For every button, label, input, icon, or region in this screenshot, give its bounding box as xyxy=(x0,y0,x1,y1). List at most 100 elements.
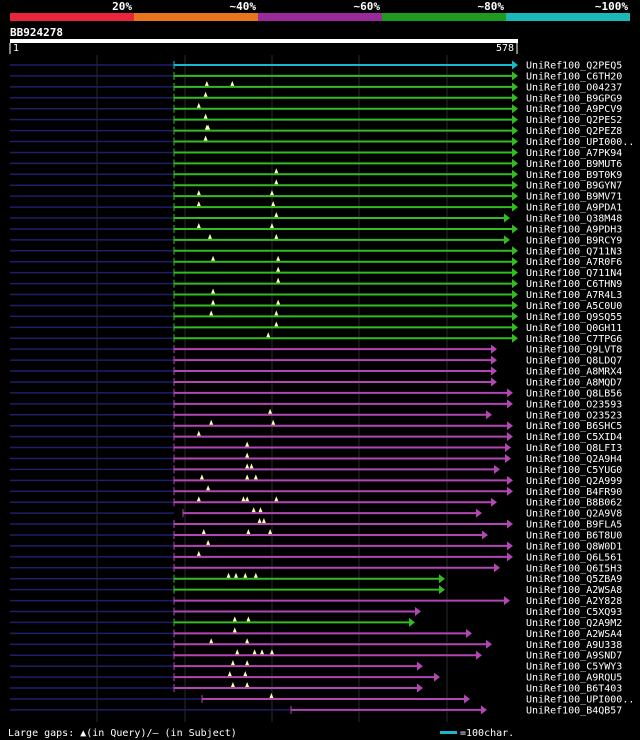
hit-label[interactable]: UniRef100_C5XID4 xyxy=(526,432,622,443)
hit-row[interactable]: UniRef100_Q2A9H4 xyxy=(10,452,622,465)
hit-row[interactable]: UniRef100_C6THN9 xyxy=(10,277,622,291)
hit-row[interactable]: UniRef100_B9T0K9 xyxy=(10,168,622,181)
hit-row[interactable]: UniRef100_B8B062 xyxy=(10,496,622,509)
hit-label[interactable]: UniRef100_A5C0U0 xyxy=(526,301,622,312)
hit-label[interactable]: UniRef100_B4QB57 xyxy=(526,705,622,716)
hit-label[interactable]: UniRef100_Q2A9V8 xyxy=(526,509,622,520)
hit-row[interactable]: UniRef100_Q2PEQ5 xyxy=(10,60,622,72)
hit-row[interactable]: UniRef100_B4FR90 xyxy=(10,485,622,498)
hit-row[interactable]: UniRef100_Q8W0D1 xyxy=(10,539,622,553)
hit-label[interactable]: UniRef100_C7TPG6 xyxy=(526,334,622,345)
hit-row[interactable]: UniRef100_Q6L561 xyxy=(10,550,622,564)
hit-label[interactable]: UniRef100_B9MV71 xyxy=(526,192,622,203)
hit-label[interactable]: UniRef100_Q2PEQ5 xyxy=(526,61,622,72)
hit-label[interactable]: UniRef100_Q9LVT8 xyxy=(526,345,622,356)
hit-label[interactable]: UniRef100_B9GYN7 xyxy=(526,181,622,192)
hit-label[interactable]: UniRef100_UPI000.. xyxy=(526,694,634,705)
hit-label[interactable]: UniRef100_B9FLA5 xyxy=(526,520,622,531)
hit-label[interactable]: UniRef100_B6SHC5 xyxy=(526,421,622,432)
hit-row[interactable]: UniRef100_UPI000.. xyxy=(10,135,634,149)
hit-label[interactable]: UniRef100_A2Y828 xyxy=(526,596,622,607)
hit-label[interactable]: UniRef100_Q9SQ55 xyxy=(526,312,622,323)
hit-row[interactable]: UniRef100_A8MQD7 xyxy=(10,377,622,388)
hit-row[interactable]: UniRef100_A9RQU5 xyxy=(10,671,622,684)
hit-label[interactable]: UniRef100_A7R0F6 xyxy=(526,257,622,268)
hit-label[interactable]: UniRef100_C5YWY3 xyxy=(526,662,622,673)
hit-row[interactable]: UniRef100_O23523 xyxy=(10,408,622,422)
hit-row[interactable]: UniRef100_B9MV71 xyxy=(10,190,622,203)
hit-row[interactable]: UniRef100_Q2PEZ8 xyxy=(10,124,622,138)
hit-row[interactable]: UniRef100_B6T8U0 xyxy=(10,528,622,542)
hit-row[interactable]: UniRef100_Q5ZBA9 xyxy=(10,572,622,586)
hit-label[interactable]: UniRef100_Q8W0D1 xyxy=(526,541,622,552)
hit-label[interactable]: UniRef100_Q8LB56 xyxy=(526,388,622,399)
hit-row[interactable]: UniRef100_B9GYN7 xyxy=(10,179,622,192)
hit-label[interactable]: UniRef100_O23523 xyxy=(526,410,622,421)
hit-label[interactable]: UniRef100_A2WSA4 xyxy=(526,629,622,640)
hit-label[interactable]: UniRef100_Q6L561 xyxy=(526,552,622,563)
hit-label[interactable]: UniRef100_Q2A999 xyxy=(526,476,622,487)
hit-row[interactable]: UniRef100_Q9LVT8 xyxy=(10,344,622,356)
hit-label[interactable]: UniRef100_Q0GH11 xyxy=(526,323,622,334)
hit-row[interactable]: UniRef100_B9GPG9 xyxy=(10,91,622,105)
hit-row[interactable]: UniRef100_A5C0U0 xyxy=(10,299,622,312)
hit-label[interactable]: UniRef100_Q8LDQ7 xyxy=(526,356,622,367)
hit-label[interactable]: UniRef100_O23593 xyxy=(526,399,622,410)
hit-row[interactable]: UniRef100_Q2A9M2 xyxy=(10,616,622,629)
hit-row[interactable]: UniRef100_C5YWY3 xyxy=(10,660,622,673)
hit-label[interactable]: UniRef100_Q711N3 xyxy=(526,246,622,257)
hit-row[interactable]: UniRef100_Q9SQ55 xyxy=(10,310,622,323)
hit-row[interactable]: UniRef100_UPI000.. xyxy=(10,692,634,706)
hit-label[interactable]: UniRef100_B9T0K9 xyxy=(526,170,622,181)
hit-row[interactable]: UniRef100_B9RCY9 xyxy=(10,233,622,247)
hit-row[interactable]: UniRef100_Q2PES2 xyxy=(10,113,622,127)
hit-row[interactable]: UniRef100_B9FLA5 xyxy=(10,518,622,531)
hit-label[interactable]: UniRef100_A2WSA8 xyxy=(526,585,622,596)
hit-row[interactable]: UniRef100_A9PDH3 xyxy=(10,222,622,236)
hit-row[interactable]: UniRef100_A9U338 xyxy=(10,638,622,651)
hit-row[interactable]: UniRef100_C5XQ93 xyxy=(10,607,622,618)
hit-label[interactable]: UniRef100_B6T8U0 xyxy=(526,530,622,541)
hit-label[interactable]: UniRef100_A9PCV9 xyxy=(526,104,622,115)
hit-label[interactable]: UniRef100_B8B062 xyxy=(526,498,622,509)
hit-row[interactable]: UniRef100_B9MUT6 xyxy=(10,158,622,170)
query-id[interactable]: BB924278 xyxy=(10,26,63,39)
hit-label[interactable]: UniRef100_Q8LFI3 xyxy=(526,443,622,454)
hit-label[interactable]: UniRef100_Q2A9H4 xyxy=(526,454,622,465)
hit-row[interactable]: UniRef100_B6SHC5 xyxy=(10,419,622,433)
hit-label[interactable]: UniRef100_Q2PEZ8 xyxy=(526,126,622,137)
hit-row[interactable]: UniRef100_Q711N4 xyxy=(10,266,622,280)
hit-row[interactable]: UniRef100_C6TH20 xyxy=(10,71,622,82)
hit-row[interactable]: UniRef100_A9SND7 xyxy=(10,649,622,662)
hit-label[interactable]: UniRef100_C5YUG0 xyxy=(526,465,622,476)
hit-label[interactable]: UniRef100_C5XQ93 xyxy=(526,607,622,618)
hit-row[interactable]: UniRef100_A7R4L3 xyxy=(10,288,622,302)
hit-label[interactable]: UniRef100_A9U338 xyxy=(526,640,622,651)
hit-row[interactable]: UniRef100_Q8LDQ7 xyxy=(10,355,622,367)
hit-row[interactable]: UniRef100_B6T403 xyxy=(10,682,622,695)
hit-label[interactable]: UniRef100_Q2A9M2 xyxy=(526,618,622,629)
hit-label[interactable]: UniRef100_B9RCY9 xyxy=(526,235,622,246)
hit-row[interactable]: UniRef100_A7R0F6 xyxy=(10,255,622,268)
hit-label[interactable]: UniRef100_B6T403 xyxy=(526,684,622,695)
hit-row[interactable]: UniRef100_A9PDA1 xyxy=(10,201,622,214)
hit-label[interactable]: UniRef100_Q2PES2 xyxy=(526,115,622,126)
hit-label[interactable]: UniRef100_C6THN9 xyxy=(526,279,622,290)
hit-row[interactable]: UniRef100_Q2A9V8 xyxy=(10,507,622,520)
hit-row[interactable]: UniRef100_Q6I5H3 xyxy=(10,563,622,574)
hit-row[interactable]: UniRef100_B4QB57 xyxy=(10,705,622,716)
hit-label[interactable]: UniRef100_A9PDA1 xyxy=(526,203,622,214)
hit-row[interactable]: UniRef100_Q38M48 xyxy=(10,212,622,225)
hit-label[interactable]: UniRef100_O04237 xyxy=(526,82,622,93)
hit-row[interactable]: UniRef100_Q2A999 xyxy=(10,474,622,487)
hit-label[interactable]: UniRef100_Q711N4 xyxy=(526,268,622,279)
hit-label[interactable]: UniRef100_A7PK94 xyxy=(526,148,622,159)
hit-row[interactable]: UniRef100_Q0GH11 xyxy=(10,321,622,334)
hit-row[interactable]: UniRef100_Q8LB56 xyxy=(10,388,622,399)
hit-label[interactable]: UniRef100_B9MUT6 xyxy=(526,159,622,170)
hit-label[interactable]: UniRef100_Q5ZBA9 xyxy=(526,574,622,585)
hit-row[interactable]: UniRef100_C5XID4 xyxy=(10,430,622,444)
hit-row[interactable]: UniRef100_A2Y828 xyxy=(10,596,622,607)
hit-row[interactable]: UniRef100_A2WSA8 xyxy=(10,585,622,596)
hit-row[interactable]: UniRef100_A8MRX4 xyxy=(10,366,622,378)
